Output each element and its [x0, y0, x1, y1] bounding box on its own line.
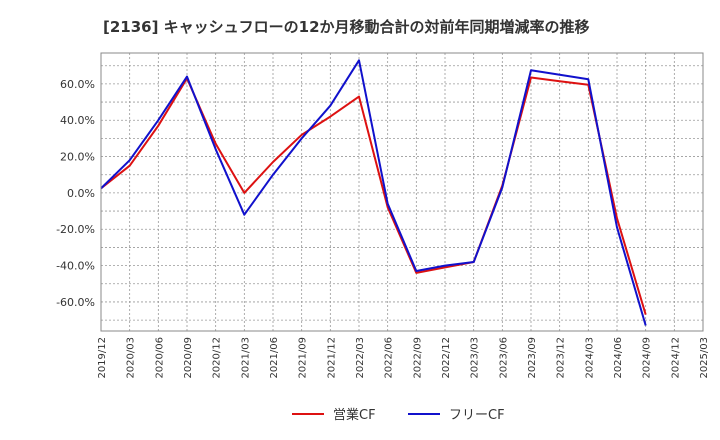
x-tick-label: 2023/06 [498, 337, 509, 379]
y-tick-label: -60.0% [56, 296, 95, 309]
x-tick-label: 2022/09 [412, 337, 423, 379]
x-tick-label: 2023/12 [556, 337, 567, 379]
x-tick-label: 2019/12 [97, 337, 108, 379]
x-axis-ticks: 2019/12 2020/03 2020/06 2020/09 2020/12 2021/… [97, 337, 710, 379]
x-tick-label: 2021/03 [240, 337, 251, 379]
x-tick-label: 2021/09 [298, 337, 309, 379]
legend-label-1: 営業CF [333, 407, 376, 423]
x-tick-label: 2024/12 [670, 337, 681, 379]
y-tick-label: -40.0% [56, 260, 95, 273]
y-tick-label: -20.0% [56, 223, 95, 236]
x-tick-label: 2025/03 [699, 337, 710, 379]
x-tick-label: 2020/03 [126, 337, 137, 379]
x-tick-label: 2022/03 [355, 337, 366, 379]
grid [100, 53, 704, 331]
chart-title: [2136] キャッシュフローの12か月移動合計の対前年同期増減率の推移 [103, 18, 590, 36]
x-tick-label: 2021/06 [269, 337, 280, 379]
x-tick-label: 2024/06 [613, 337, 624, 379]
x-tick-label: 2021/12 [326, 337, 337, 379]
plot-frame [100, 52, 704, 332]
x-tick-label: 2023/03 [470, 337, 481, 379]
legend: 営業CF フリーCF [292, 407, 505, 423]
x-tick-label: 2020/09 [183, 337, 194, 379]
x-tick-label: 2024/03 [584, 337, 595, 379]
x-tick-label: 2023/09 [527, 337, 538, 379]
x-tick-label: 2022/06 [384, 337, 395, 379]
series-lines [100, 59, 647, 326]
x-tick-label: 2024/09 [642, 337, 653, 379]
series-line-1 [100, 76, 647, 315]
y-tick-label: 0.0% [67, 187, 95, 200]
y-tick-label: 20.0% [60, 151, 95, 164]
x-tick-label: 2020/12 [212, 337, 223, 379]
y-tick-label: 60.0% [60, 78, 95, 91]
x-tick-label: 2022/12 [441, 337, 452, 379]
series-line-2 [100, 59, 647, 326]
legend-label-2: フリーCF [449, 408, 505, 423]
y-axis-ticks: -60.0% -40.0% -20.0% 0.0% 20.0% 40.0% 60.0% [56, 78, 95, 309]
x-tick-label: 2020/06 [154, 337, 165, 379]
y-tick-label: 40.0% [60, 114, 95, 127]
